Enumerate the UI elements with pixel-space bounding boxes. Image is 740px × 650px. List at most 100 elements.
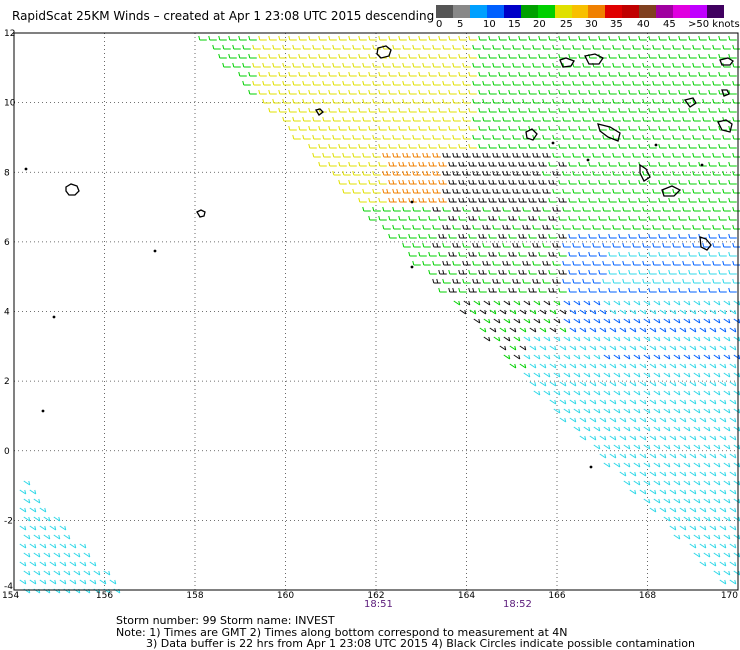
- wind-barb: [452, 278, 461, 284]
- wind-barb: [652, 98, 661, 104]
- wind-barb: [713, 444, 721, 450]
- wind-barb: [508, 161, 517, 167]
- wind-barb: [658, 53, 667, 59]
- wind-barb: [632, 224, 641, 230]
- wind-barb: [468, 89, 477, 95]
- notes-line-1: Note: 1) Times are GMT 2) Times along bo…: [116, 626, 568, 639]
- wind-barb: [728, 143, 737, 149]
- wind-barb: [488, 197, 497, 203]
- wind-barb: [613, 408, 621, 414]
- wind-barb: [378, 179, 387, 185]
- wind-barb: [382, 224, 391, 230]
- wind-barb: [549, 309, 557, 315]
- wind-barb: [672, 62, 681, 68]
- wind-barb: [672, 98, 681, 104]
- wind-barb: [699, 525, 707, 531]
- pass-time-label: 18:51: [364, 599, 393, 610]
- wind-barb: [653, 372, 661, 378]
- wind-barb: [668, 161, 677, 167]
- wind-barb: [69, 561, 77, 567]
- wind-barb: [679, 507, 687, 513]
- wind-barb: [362, 62, 371, 68]
- wind-barb: [559, 345, 567, 351]
- wind-barb: [719, 543, 727, 549]
- wind-barb: [572, 170, 581, 176]
- wind-barb: [498, 215, 507, 221]
- wind-barb: [312, 80, 321, 86]
- wind-barb: [519, 309, 527, 315]
- wind-barb: [538, 251, 547, 257]
- wind-barb: [548, 197, 557, 203]
- wind-barb: [658, 251, 667, 257]
- wind-barb: [332, 134, 341, 140]
- wind-barb: [678, 107, 687, 113]
- wind-barb: [723, 516, 731, 522]
- wind-barb: [662, 278, 671, 284]
- wind-barb: [248, 89, 257, 95]
- wind-barb: [218, 35, 227, 41]
- wind-barb: [729, 417, 737, 423]
- wind-barb: [598, 269, 607, 275]
- wind-barb: [482, 44, 491, 50]
- wind-barb: [568, 71, 577, 77]
- wind-barb: [538, 53, 547, 59]
- wind-barb: [619, 363, 627, 369]
- wind-barb: [692, 242, 701, 248]
- wind-barb: [728, 53, 737, 59]
- wind-barb: [572, 116, 581, 122]
- wind-barb: [83, 552, 91, 558]
- wind-barb: [328, 143, 337, 149]
- wind-barb: [668, 107, 677, 113]
- wind-barb: [442, 80, 451, 86]
- wind-barb: [633, 444, 641, 450]
- wind-barb: [528, 71, 537, 77]
- wind-barb: [572, 134, 581, 140]
- wind-barb: [352, 80, 361, 86]
- wind-barb: [638, 53, 647, 59]
- wind-barb: [723, 300, 731, 306]
- wind-barb: [352, 44, 361, 50]
- wind-barb: [412, 170, 421, 176]
- wind-barb: [638, 125, 647, 131]
- wind-barb: [602, 170, 611, 176]
- wind-barb: [488, 89, 497, 95]
- wind-barb: [442, 260, 451, 266]
- wind-barb: [328, 89, 337, 95]
- wind-barb: [568, 233, 577, 239]
- wind-barb: [673, 480, 681, 486]
- wind-barb: [502, 260, 511, 266]
- wind-barb: [723, 390, 731, 396]
- wind-barb: [673, 516, 681, 522]
- islet-marker: [24, 167, 28, 171]
- wind-barb: [512, 206, 521, 212]
- wind-barb: [418, 233, 427, 239]
- wind-barb: [578, 143, 587, 149]
- wind-barb: [398, 179, 407, 185]
- wind-barb: [603, 318, 611, 324]
- wind-barb: [518, 125, 527, 131]
- wind-barb: [83, 570, 91, 576]
- wind-barb: [378, 35, 387, 41]
- wind-barb: [702, 152, 711, 158]
- wind-barb: [568, 251, 577, 257]
- wind-barb: [558, 125, 567, 131]
- wind-barb: [322, 116, 331, 122]
- wind-barb: [622, 278, 631, 284]
- wind-barb: [473, 318, 481, 324]
- wind-barb: [648, 71, 657, 77]
- wind-barb: [23, 552, 31, 558]
- wind-barb: [378, 143, 387, 149]
- wind-barb: [479, 327, 487, 333]
- wind-barb: [668, 71, 677, 77]
- wind-barb: [578, 197, 587, 203]
- wind-barb: [598, 35, 607, 41]
- island-outline: [639, 163, 651, 182]
- wind-barb: [588, 251, 597, 257]
- wind-barb: [348, 125, 357, 131]
- wind-barb: [612, 62, 621, 68]
- wind-barb: [578, 179, 587, 185]
- wind-barb: [402, 116, 411, 122]
- wind-barb: [598, 197, 607, 203]
- wind-barb: [39, 507, 47, 513]
- wind-barb: [468, 251, 477, 257]
